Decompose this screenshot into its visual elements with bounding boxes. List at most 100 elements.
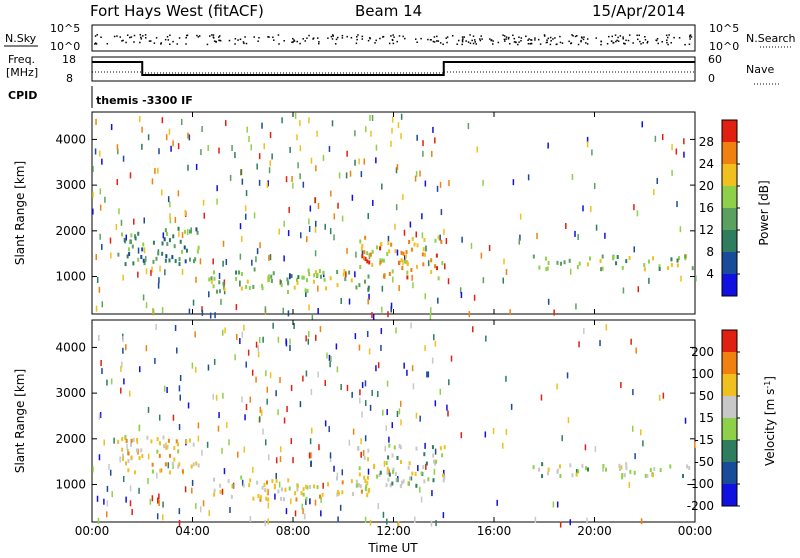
data-cell: [168, 238, 171, 243]
data-speckle: [245, 361, 247, 368]
data-cell: [394, 471, 397, 476]
power-ylabel: Slant Range [km]: [13, 161, 27, 265]
nsky-dot: [95, 43, 98, 45]
data-cell: [652, 256, 655, 261]
data-speckle: [141, 143, 143, 150]
data-cell: [437, 276, 440, 281]
data-cell: [410, 476, 413, 481]
data-speckle: [194, 366, 197, 373]
data-speckle: [191, 487, 193, 494]
nsky-dot: [472, 35, 475, 37]
data-speckle: [122, 476, 125, 483]
data-cell: [388, 443, 391, 448]
nsky-dot: [617, 36, 619, 39]
data-speckle: [620, 382, 622, 389]
data-speckle: [289, 146, 291, 153]
data-cell: [164, 228, 167, 233]
data-cell: [350, 278, 353, 283]
data-cell: [261, 286, 264, 291]
data-speckle: [364, 380, 367, 387]
data-speckle: [505, 428, 508, 435]
colorbar-tick-label: 15: [699, 411, 714, 425]
data-cell: [386, 466, 389, 471]
nsky-dot: [456, 43, 458, 45]
data-speckle: [106, 379, 108, 386]
data-cell: [181, 469, 184, 474]
nsky-dot: [612, 42, 614, 44]
data-speckle: [368, 348, 371, 355]
nsky-dot: [509, 42, 511, 45]
data-speckle: [133, 218, 135, 225]
colorbar-swatch: [722, 374, 737, 396]
data-speckle: [272, 322, 274, 329]
data-speckle: [120, 219, 123, 226]
data-speckle: [109, 469, 112, 476]
data-speckle: [547, 142, 549, 149]
data-speckle: [275, 472, 277, 479]
data-cell: [394, 249, 397, 254]
data-speckle: [187, 402, 190, 409]
data-speckle: [101, 243, 103, 250]
x-tick-label: 08:00: [276, 524, 311, 538]
data-cell: [155, 256, 158, 261]
nsky-dot: [559, 35, 561, 38]
nsky-dot: [416, 41, 418, 44]
data-cell: [364, 479, 367, 484]
data-speckle: [199, 506, 202, 513]
data-speckle: [684, 417, 687, 424]
data-speckle: [190, 227, 193, 234]
data-cell: [325, 286, 328, 291]
data-cell: [434, 264, 437, 269]
data-cell: [190, 464, 193, 469]
data-speckle: [315, 165, 317, 172]
data-speckle: [308, 304, 310, 311]
data-cell: [188, 257, 191, 262]
data-cell: [288, 486, 291, 491]
nsky-dot: [346, 35, 348, 38]
colorbar-swatch: [722, 440, 737, 462]
data-speckle: [308, 331, 310, 338]
data-speckle: [317, 203, 320, 210]
data-speckle: [331, 120, 334, 127]
data-speckle: [231, 145, 233, 152]
data-speckle: [324, 420, 327, 427]
data-cell: [131, 244, 134, 249]
data-cell: [681, 474, 684, 479]
data-cell: [259, 497, 262, 502]
data-cell: [329, 276, 332, 281]
data-cell: [256, 480, 259, 485]
nsky-dot: [595, 37, 597, 39]
data-speckle: [283, 220, 285, 227]
data-cell: [164, 258, 167, 263]
data-speckle: [362, 450, 365, 457]
nsky-dot: [140, 36, 142, 39]
nsky-dot: [622, 36, 624, 38]
data-speckle: [308, 117, 310, 124]
data-speckle: [262, 428, 264, 435]
power-data: [92, 112, 697, 320]
data-cell: [366, 259, 369, 264]
data-cell: [290, 274, 293, 279]
data-speckle: [287, 230, 290, 237]
data-speckle: [509, 309, 511, 316]
data-speckle: [269, 254, 272, 261]
data-speckle: [654, 135, 657, 142]
data-cell: [343, 269, 346, 274]
data-speckle: [416, 134, 418, 141]
data-cell: [373, 465, 376, 470]
data-speckle: [277, 336, 280, 343]
data-speckle: [147, 453, 150, 460]
data-speckle: [308, 225, 311, 232]
data-speckle: [179, 394, 182, 401]
nsky-dot: [129, 36, 131, 39]
data-speckle: [181, 232, 184, 239]
data-speckle: [399, 400, 402, 407]
data-speckle: [410, 322, 412, 329]
nsky-dot: [520, 37, 523, 39]
data-speckle: [367, 468, 370, 475]
data-cell: [121, 453, 124, 458]
data-cell: [184, 229, 187, 234]
data-speckle: [472, 326, 474, 333]
data-speckle: [222, 392, 224, 399]
data-speckle: [197, 422, 200, 429]
